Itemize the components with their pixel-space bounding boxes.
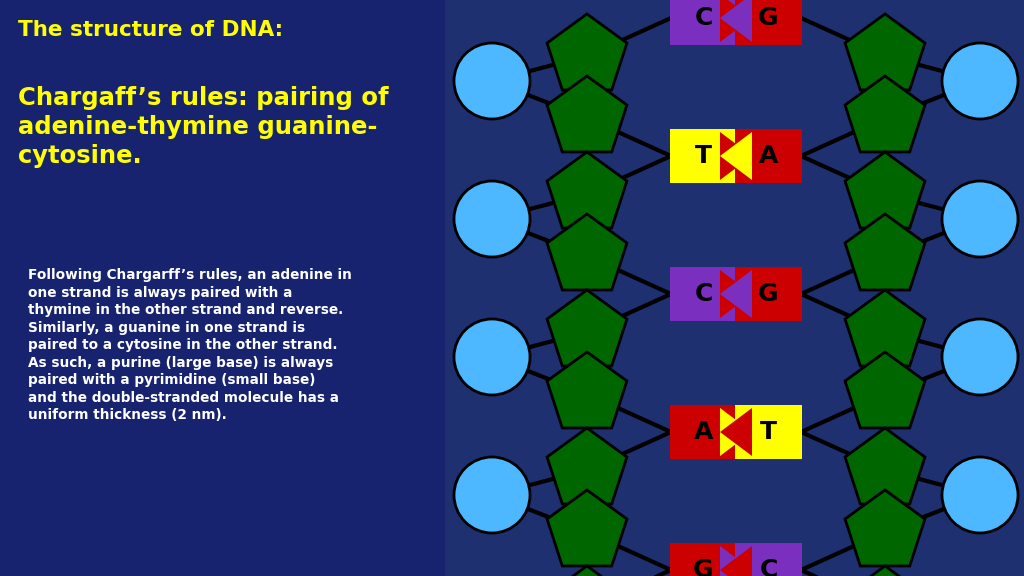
Text: Chargaff’s rules: pairing of
adenine-thymine guanine-
cytosine.: Chargaff’s rules: pairing of adenine-thy… bbox=[18, 86, 389, 168]
Polygon shape bbox=[720, 270, 752, 318]
FancyBboxPatch shape bbox=[735, 129, 802, 183]
Text: T: T bbox=[695, 144, 712, 168]
Text: A: A bbox=[694, 420, 713, 444]
Polygon shape bbox=[720, 0, 752, 42]
Polygon shape bbox=[845, 490, 925, 566]
Circle shape bbox=[942, 319, 1018, 395]
Circle shape bbox=[454, 457, 530, 533]
Polygon shape bbox=[547, 352, 627, 428]
FancyBboxPatch shape bbox=[670, 405, 737, 459]
Text: C: C bbox=[694, 282, 713, 306]
FancyBboxPatch shape bbox=[445, 0, 1024, 576]
FancyBboxPatch shape bbox=[670, 129, 737, 183]
FancyBboxPatch shape bbox=[670, 543, 737, 576]
Polygon shape bbox=[547, 214, 627, 290]
Polygon shape bbox=[845, 214, 925, 290]
Polygon shape bbox=[845, 152, 925, 228]
Polygon shape bbox=[720, 270, 752, 318]
FancyBboxPatch shape bbox=[670, 0, 737, 45]
Text: A: A bbox=[759, 144, 778, 168]
Circle shape bbox=[942, 43, 1018, 119]
Polygon shape bbox=[720, 408, 752, 456]
FancyBboxPatch shape bbox=[735, 0, 802, 45]
Text: C: C bbox=[694, 6, 713, 30]
Polygon shape bbox=[547, 566, 627, 576]
FancyBboxPatch shape bbox=[670, 267, 737, 321]
FancyBboxPatch shape bbox=[735, 543, 802, 576]
Polygon shape bbox=[720, 0, 752, 42]
Polygon shape bbox=[720, 546, 752, 576]
Text: G: G bbox=[758, 282, 779, 306]
Text: The structure of DNA:: The structure of DNA: bbox=[18, 20, 283, 40]
Polygon shape bbox=[720, 132, 752, 180]
Polygon shape bbox=[720, 546, 752, 576]
Text: G: G bbox=[693, 558, 714, 576]
Polygon shape bbox=[845, 76, 925, 152]
Circle shape bbox=[454, 43, 530, 119]
Circle shape bbox=[454, 181, 530, 257]
Polygon shape bbox=[845, 14, 925, 90]
Text: Following Chargarff’s rules, an adenine in
one strand is always paired with a
th: Following Chargarff’s rules, an adenine … bbox=[28, 268, 352, 422]
Polygon shape bbox=[547, 152, 627, 228]
Polygon shape bbox=[720, 132, 752, 180]
FancyBboxPatch shape bbox=[735, 267, 802, 321]
Polygon shape bbox=[547, 490, 627, 566]
Text: C: C bbox=[760, 558, 777, 576]
Polygon shape bbox=[547, 428, 627, 504]
Polygon shape bbox=[547, 76, 627, 152]
Circle shape bbox=[942, 181, 1018, 257]
Polygon shape bbox=[845, 352, 925, 428]
Polygon shape bbox=[547, 290, 627, 366]
Polygon shape bbox=[720, 408, 752, 456]
Circle shape bbox=[454, 319, 530, 395]
Text: T: T bbox=[760, 420, 777, 444]
FancyBboxPatch shape bbox=[735, 405, 802, 459]
Circle shape bbox=[942, 457, 1018, 533]
Polygon shape bbox=[845, 428, 925, 504]
Polygon shape bbox=[845, 566, 925, 576]
Polygon shape bbox=[845, 290, 925, 366]
Polygon shape bbox=[547, 14, 627, 90]
Text: G: G bbox=[758, 6, 779, 30]
